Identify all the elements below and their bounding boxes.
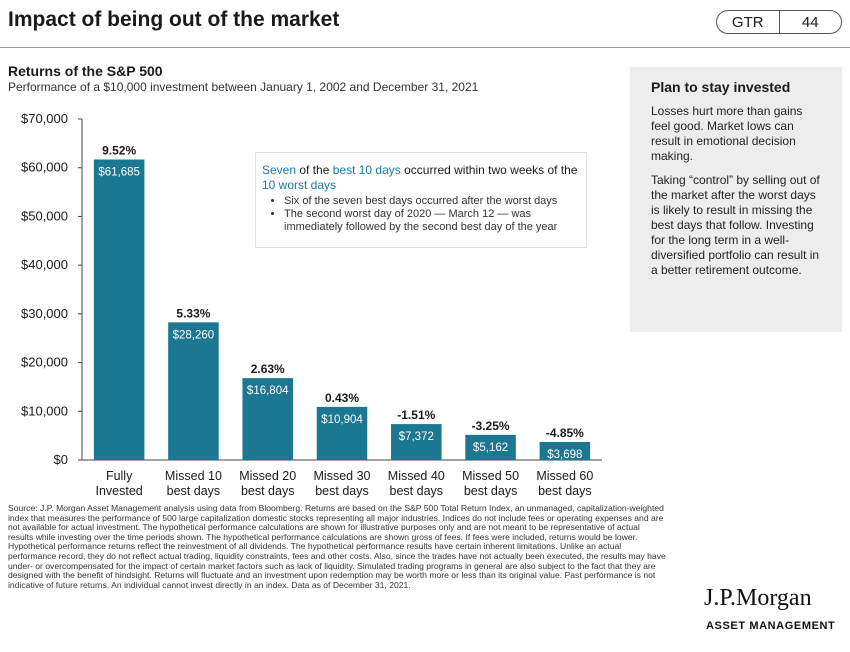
bar-value-label: $3,698 — [547, 449, 582, 461]
x-tick-label: Missed 20 — [239, 469, 296, 483]
x-tick-label: Invested — [96, 484, 143, 498]
jpmorgan-logo: J.P.Morgan — [704, 585, 812, 611]
page-badge: GTR 44 — [716, 10, 842, 34]
bar-return-label: 9.52% — [102, 144, 136, 158]
header-divider — [0, 47, 850, 48]
x-tick-label: Missed 10 — [165, 469, 222, 483]
y-tick-label: $50,000 — [21, 208, 68, 223]
bar — [465, 434, 516, 460]
bar-return-label: 5.33% — [176, 306, 210, 320]
y-tick-label: $30,000 — [21, 306, 68, 321]
bar — [539, 441, 591, 460]
x-tick-label: best days — [538, 484, 592, 498]
x-tick-label: Fully — [106, 469, 133, 483]
sidebar-paragraph-2: Taking “control” by selling out of the m… — [651, 173, 820, 277]
chart-description: Performance of a $10,000 investment betw… — [8, 80, 479, 94]
callout-heading: Seven of the best 10 days occurred withi… — [262, 163, 580, 193]
y-tick-label: $10,000 — [21, 403, 68, 418]
bar-return-label: -4.85% — [546, 426, 584, 440]
badge-code: GTR — [731, 13, 764, 31]
x-tick-label: best days — [241, 484, 295, 498]
x-tick-label: best days — [167, 484, 221, 498]
jpmorgan-logo-subtitle: ASSET MANAGEMENT — [706, 620, 836, 632]
y-tick-label: $40,000 — [21, 257, 68, 272]
x-tick-label: best days — [390, 484, 444, 498]
bar — [93, 159, 145, 460]
page-title: Impact of being out of the market — [8, 8, 340, 31]
bar-return-label: 2.63% — [251, 362, 285, 376]
callout-seven: Seven — [262, 163, 297, 177]
bar-return-label: -1.51% — [397, 408, 435, 422]
bar-value-label: $5,162 — [473, 442, 508, 454]
callout-box: Seven of the best 10 days occurred withi… — [255, 152, 587, 248]
bar — [316, 406, 368, 460]
source-note: Source: J.P. Morgan Asset Management ana… — [8, 503, 666, 590]
bar — [391, 424, 442, 460]
callout-best-days: best 10 days — [332, 163, 401, 177]
bar-return-label: -3.25% — [472, 419, 510, 433]
bar-chart: $0 $10,000 $20,000 $30,000 $40,000 $50,000 $60… — [21, 111, 602, 498]
bar-value-label: $28,260 — [173, 329, 215, 341]
y-tick-label: $60,000 — [21, 160, 68, 175]
y-tick-label: $0 — [54, 452, 68, 467]
x-tick-label: Missed 50 — [462, 469, 519, 483]
bar — [242, 378, 293, 460]
sidebar-panel: Plan to stay invested Losses hurt more t… — [630, 67, 842, 332]
bar — [168, 322, 219, 460]
callout-bullet: The second worst day of 2020 — March 12 … — [284, 208, 580, 234]
callout-text-2: occurred within two weeks of the — [400, 163, 578, 177]
sidebar-paragraph-1: Losses hurt more than gains feel good. M… — [651, 104, 803, 163]
chart-subtitle: Returns of the S&P 500 — [8, 63, 163, 79]
bar-return-label: 0.43% — [325, 391, 359, 405]
sidebar-heading: Plan to stay invested — [651, 79, 791, 95]
x-tick-label: Missed 40 — [388, 469, 445, 483]
x-tick-label: best days — [315, 484, 369, 498]
bar-value-label: $61,685 — [98, 167, 140, 179]
callout-bullet: Six of the seven best days occurred afte… — [284, 195, 580, 208]
y-tick-label: $20,000 — [21, 355, 68, 370]
y-tick-label: $70,000 — [21, 111, 68, 126]
x-tick-label: Missed 30 — [314, 469, 371, 483]
badge-divider — [778, 11, 780, 33]
x-tick-label: best days — [464, 484, 518, 498]
x-tick-label: Missed 60 — [536, 469, 593, 483]
bar-value-label: $16,804 — [247, 385, 289, 397]
bar-value-label: $7,372 — [399, 431, 434, 443]
bar-value-label: $10,904 — [321, 414, 363, 426]
callout-text-1: of the — [296, 163, 333, 177]
badge-number: 44 — [801, 13, 819, 31]
callout-worst-days: 10 worst days — [262, 178, 337, 192]
callout-bullets: Six of the seven best days occurred afte… — [262, 195, 580, 234]
